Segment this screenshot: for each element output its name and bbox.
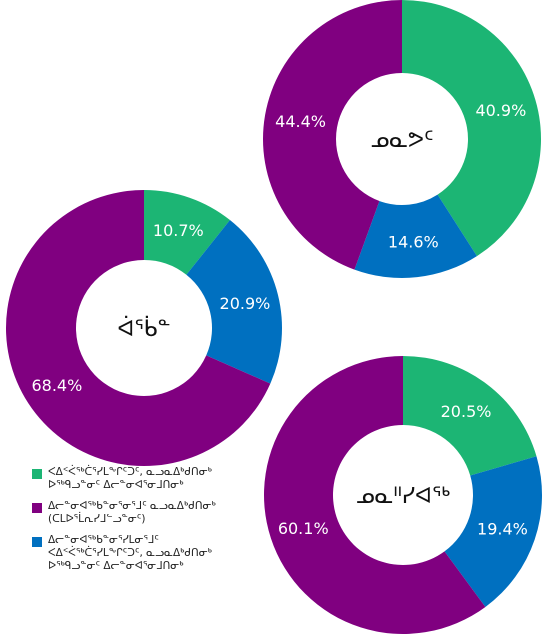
- donut-chart-1: 40.9% 14.6% 44.4% ᓄᓇᕗᑦ: [262, 0, 541, 278]
- legend-swatch-purple: [32, 503, 42, 513]
- donut-3-label-purple: 60.1%: [278, 519, 329, 538]
- legend-label-blue: ᐃᓕᓐᓂᐊᖅᑲᓐᓂᕐᓯᒪᓂᕐᒧᑦ ᐸᐃᑉᐹᖅᑖᕐᓯᒪᖕᒋᑦᑐᑦ, ᓇᓗᓇᐃᒃᑯᑎ…: [48, 534, 212, 572]
- donut-2-center-label: ᐋᖄᓐ: [117, 315, 170, 342]
- donut-3-slice-green: [403, 356, 537, 476]
- donut-1-label-blue: 14.6%: [388, 232, 439, 251]
- legend-item-purple: ᐃᓕᓐᓂᐊᖅᑲᓐᓂᕐᓂᕐᒧᑦ ᓇᓗᓇᐃᒃᑯᑎᓂᒃ (ᑕᒪᐅᕐᒫᕆᓯᒧᓪᓗᓐᓂᑦ): [32, 500, 262, 526]
- donut-2-label-blue: 20.9%: [220, 294, 271, 313]
- legend: ᐸᐃᑉᐹᖅᑖᕐᓯᒪᖕᒋᑦᑐᑦ, ᓇᓗᓇᐃᒃᑯᑎᓂᒃ ᐅᖅᑫᓗᓐᓂᑦ ᐃᓕᓐᓂᐊᕐ…: [32, 466, 262, 581]
- donut-1-label-purple: 44.4%: [275, 112, 326, 131]
- donut-1-label-green: 40.9%: [475, 101, 526, 120]
- donut-2-label-green: 10.7%: [153, 221, 204, 240]
- legend-item-blue: ᐃᓕᓐᓂᐊᖅᑲᓐᓂᕐᓯᒪᓂᕐᒧᑦ ᐸᐃᑉᐹᖅᑖᕐᓯᒪᖕᒋᑦᑐᑦ, ᓇᓗᓇᐃᒃᑯᑎ…: [32, 534, 262, 573]
- donut-chart-3: 20.5% 19.4% 60.1% ᓄᓇᐦᓯᐊᖅ: [264, 356, 542, 634]
- donut-3-label-blue: 19.4%: [477, 520, 528, 539]
- donut-1-slice-green: [402, 0, 541, 257]
- donut-3-label-green: 20.5%: [441, 402, 492, 421]
- legend-swatch-green: [32, 469, 42, 479]
- donut-chart-2: 10.7% 20.9% 68.4% ᐋᖄᓐ: [5, 190, 282, 466]
- legend-label-green: ᐸᐃᑉᐹᖅᑖᕐᓯᒪᖕᒋᑦᑐᑦ, ᓇᓗᓇᐃᒃᑯᑎᓂᒃ ᐅᖅᑫᓗᓐᓂᑦ ᐃᓕᓐᓂᐊᕐ…: [48, 466, 212, 491]
- donut-1-slice-blue: [354, 194, 477, 278]
- donut-3-slice-blue: [444, 456, 542, 607]
- donut-3-center-label: ᓄᓇᐦᓯᐊᖅ: [356, 484, 450, 509]
- legend-item-green: ᐸᐃᑉᐹᖅᑖᕐᓯᒪᖕᒋᑦᑐᑦ, ᓇᓗᓇᐃᒃᑯᑎᓂᒃ ᐅᖅᑫᓗᓐᓂᑦ ᐃᓕᓐᓂᐊᕐ…: [32, 466, 262, 492]
- donut-2-slice-blue: [186, 220, 282, 384]
- donut-2-slice-purple: [5, 190, 271, 466]
- donut-2-slice-green: [144, 190, 230, 275]
- donut-2-label-purple: 68.4%: [31, 376, 82, 395]
- legend-swatch-blue: [32, 537, 42, 547]
- donut-1-slice-purple: [262, 0, 402, 270]
- legend-label-purple: ᐃᓕᓐᓂᐊᖅᑲᓐᓂᕐᓂᕐᒧᑦ ᓇᓗᓇᐃᒃᑯᑎᓂᒃ (ᑕᒪᐅᕐᒫᕆᓯᒧᓪᓗᓐᓂᑦ): [48, 500, 216, 525]
- donut-1-center-label: ᓄᓇᕗᑦ: [371, 128, 434, 153]
- donut-3-slice-purple: [264, 356, 486, 634]
